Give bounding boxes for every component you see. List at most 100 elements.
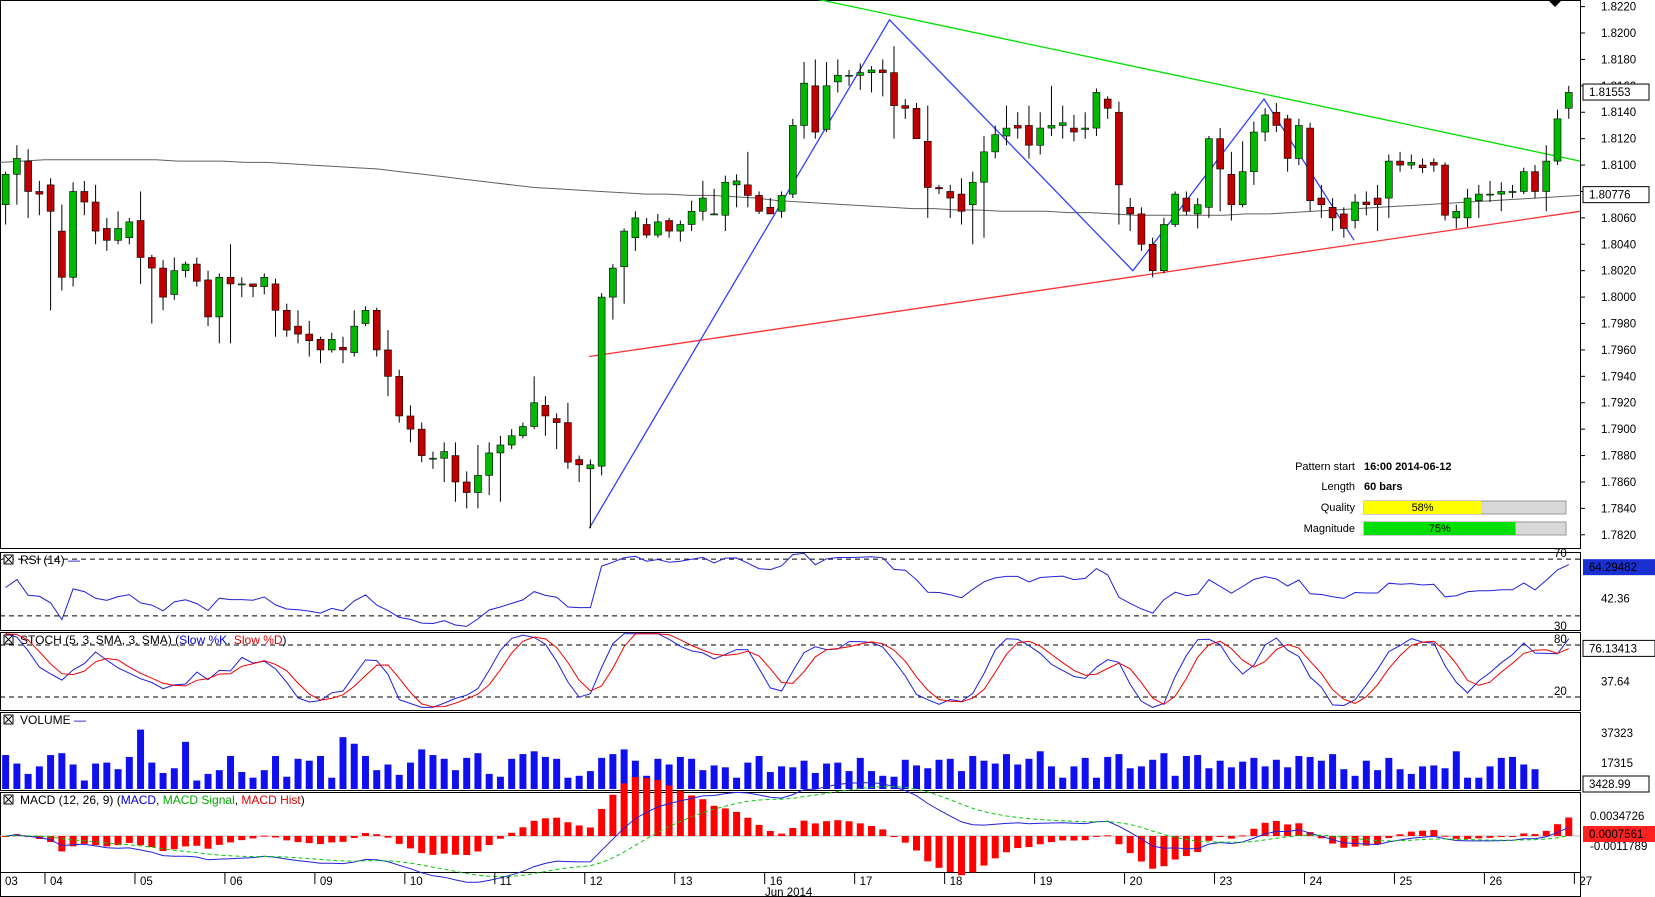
candle-body — [878, 69, 887, 73]
volume-bar — [317, 756, 324, 789]
candle-body — [271, 283, 280, 311]
volume-bar — [24, 773, 32, 789]
volume-bar — [564, 777, 572, 789]
macd-hist-bar — [508, 832, 516, 836]
macd-hist-bar — [1531, 834, 1539, 836]
macd-hist-bar — [586, 827, 594, 836]
volume-bar — [35, 766, 43, 789]
candle-body — [699, 197, 707, 212]
macd-hist-bar — [530, 820, 538, 836]
volume-bar — [1385, 757, 1393, 789]
candle-body — [305, 333, 314, 341]
macd-hist-bar — [69, 836, 77, 847]
time-tick-label: 23 — [1220, 876, 1233, 888]
candle-body — [991, 134, 1000, 153]
volume-bar — [1295, 756, 1303, 789]
macd-hist-bar — [1419, 830, 1427, 836]
macd-hist-bar — [631, 777, 639, 836]
macd-hist-bar — [1452, 836, 1460, 839]
macd-hist-bar — [1250, 828, 1258, 836]
macd-hist-bar — [496, 836, 504, 839]
time-tick-label: 24 — [1309, 876, 1322, 888]
macd-hist-bar — [609, 794, 617, 836]
volume-value-label: 3428.99 — [1589, 779, 1631, 791]
macd-hist-bar — [1070, 836, 1078, 841]
macd-hist-bar — [1205, 836, 1213, 841]
candle-body — [1463, 197, 1472, 219]
time-tick-label: 25 — [1399, 876, 1412, 888]
candle-body — [103, 228, 111, 241]
volume-bar — [508, 758, 516, 789]
macd-hist-bar — [1149, 836, 1157, 869]
volume-bar — [451, 770, 459, 789]
candle-body — [249, 283, 257, 287]
macd-hist-bar — [1306, 832, 1314, 836]
macd-hist-bar — [676, 790, 684, 836]
macd-hist-bar — [451, 836, 459, 855]
volume-bar — [1002, 754, 1010, 789]
macd-hist-bar — [1194, 836, 1202, 853]
volume-bar — [339, 737, 347, 789]
macd-hist-bar — [204, 836, 212, 849]
candle-body — [1564, 92, 1573, 109]
candle-body — [1486, 193, 1494, 196]
macd-hist-bar — [47, 836, 55, 843]
volume-bar — [80, 780, 88, 789]
macd-hist-bar — [1340, 836, 1348, 848]
candle-body — [620, 230, 628, 268]
macd-hist-bar — [474, 836, 482, 852]
candle-body — [80, 191, 89, 203]
candle-body — [1508, 191, 1517, 193]
macd-hist-bar — [1059, 836, 1067, 841]
macd-hist-bar — [1486, 836, 1494, 838]
candle-body — [676, 224, 685, 232]
volume-bar — [283, 776, 291, 789]
macd-hist-bar — [1227, 836, 1235, 839]
volume-bar — [991, 763, 999, 789]
length-value: 60 bars — [1364, 481, 1403, 493]
time-tick-label: 20 — [1130, 876, 1143, 888]
volume-bar — [733, 777, 741, 789]
volume-bar — [553, 758, 561, 789]
candle-body — [114, 228, 122, 241]
candle-body — [732, 180, 741, 186]
volume-bar — [1205, 768, 1213, 789]
macd-hist-bar — [688, 795, 696, 836]
volume-bar — [609, 754, 617, 789]
candle-body — [1025, 125, 1033, 146]
volume-bar — [328, 777, 336, 789]
macd-hist-bar — [1115, 836, 1123, 845]
candle-body — [1002, 127, 1011, 137]
candle-body — [1497, 191, 1506, 195]
macd-hist-bar — [406, 836, 414, 849]
volume-bar — [1047, 766, 1055, 789]
candle-body — [350, 325, 359, 353]
volume-bar — [13, 763, 21, 789]
rsi-title: RSI (14) — — [20, 553, 80, 567]
volume-bar — [710, 765, 718, 789]
pattern-start-value: 16:00 2014-06-12 — [1364, 461, 1451, 473]
macd-hist-bar — [1126, 836, 1134, 854]
volume-bar — [1396, 769, 1404, 789]
volume-bar — [575, 775, 583, 789]
volume-bar — [1059, 777, 1067, 789]
candle-body — [721, 181, 730, 216]
macd-hist-bar — [193, 836, 201, 846]
volume-bar — [688, 758, 696, 789]
candle-body — [417, 428, 426, 456]
volume-bar — [969, 756, 977, 789]
candle-body — [429, 457, 437, 460]
volume-bar — [676, 756, 684, 789]
macd-hist-bar — [429, 836, 437, 855]
time-tick-label: 12 — [590, 876, 603, 888]
volume-bar — [182, 741, 190, 789]
time-tick-label: 19 — [1040, 876, 1053, 888]
volume-bar — [1306, 756, 1314, 789]
volume-bar — [69, 764, 77, 789]
scroll-arrow-icon[interactable] — [1548, 0, 1562, 7]
macd-hist-bar — [800, 820, 808, 836]
candle-body — [395, 376, 404, 417]
magnitude-label: Magnitude — [1304, 523, 1355, 535]
macd-hist-bar — [1014, 836, 1022, 848]
volume-bar — [1509, 756, 1517, 789]
